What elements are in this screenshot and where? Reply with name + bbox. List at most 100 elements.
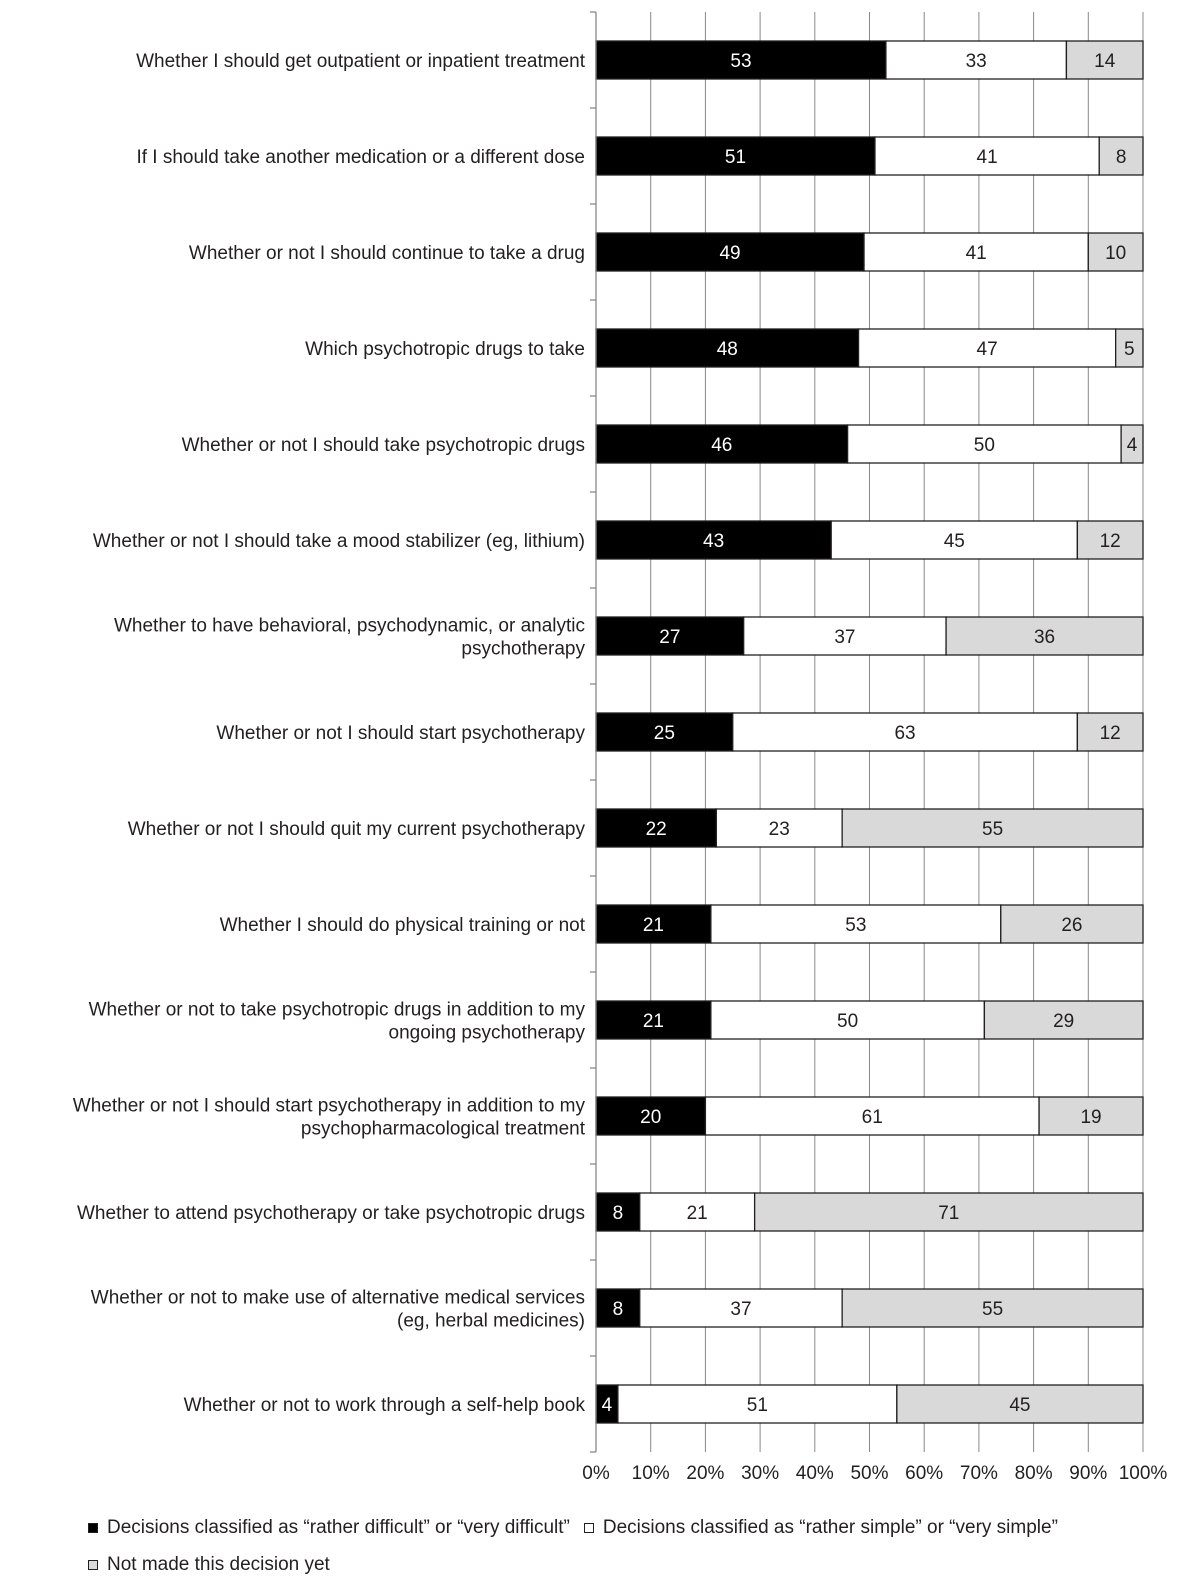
legend-swatch-not-made <box>88 1560 98 1570</box>
bar-segment-1 <box>595 424 849 464</box>
data-label: 8 <box>613 1203 624 1224</box>
category-label: Whether or not I should quit my current … <box>128 819 586 840</box>
bar-segment-1 <box>595 328 860 368</box>
legend-item-difficult: Decisions classified as “rather difficul… <box>88 1517 570 1539</box>
data-label: 29 <box>1053 1011 1074 1032</box>
bar-segment-3 <box>1076 712 1144 752</box>
data-label: 45 <box>944 531 965 552</box>
legend-item-simple: Decisions classified as “rather simple” … <box>583 1517 1058 1539</box>
legend: Decisions classified as “rather difficul… <box>88 1516 1188 1577</box>
category-label: Whether I should get outpatient or inpat… <box>136 51 586 72</box>
data-label: 4 <box>1127 435 1138 456</box>
data-label: 50 <box>974 435 995 456</box>
bar-segment-2 <box>704 1096 1040 1136</box>
data-label: 27 <box>659 627 680 648</box>
bar-segment-3 <box>1115 328 1144 368</box>
data-label: 8 <box>613 1299 624 1320</box>
bar-segment-3 <box>1065 40 1144 80</box>
category-label: (eg, herbal medicines) <box>397 1311 585 1332</box>
bar-segment-2 <box>639 1192 756 1232</box>
data-label: 14 <box>1094 51 1116 72</box>
data-label: 12 <box>1100 723 1121 744</box>
data-label: 21 <box>643 1011 664 1032</box>
bar-segment-2 <box>885 40 1068 80</box>
x-tick-label: 50% <box>850 1463 888 1484</box>
bar-segment-3 <box>1076 520 1144 560</box>
legend-swatch-difficult <box>88 1523 98 1533</box>
data-label: 4 <box>602 1395 613 1416</box>
bar-segment-3 <box>896 1384 1144 1424</box>
data-label: 55 <box>982 1299 1003 1320</box>
bar-segment-2 <box>874 136 1100 176</box>
bar-segment-3 <box>1038 1096 1144 1136</box>
bar-segment-1 <box>595 232 865 272</box>
bar-segment-1 <box>595 808 717 848</box>
data-label: 23 <box>769 819 790 840</box>
data-label: 63 <box>894 723 915 744</box>
bar-segment-2 <box>617 1384 898 1424</box>
category-label: Whether or not to take psychotropic drug… <box>89 1000 586 1021</box>
bar-segment-2 <box>846 424 1122 464</box>
x-tick-label: 40% <box>796 1463 834 1484</box>
category-label: Whether to have behavioral, psychodynami… <box>114 616 585 637</box>
bar-segment-2 <box>715 808 843 848</box>
category-label: Which psychotropic drugs to take <box>305 339 585 360</box>
bar-segment-3 <box>945 616 1144 656</box>
data-label: 53 <box>845 915 866 936</box>
bars <box>595 40 1144 1424</box>
data-label: 48 <box>717 339 738 360</box>
bar-segment-3 <box>841 1288 1144 1328</box>
bar-segment-3 <box>1120 424 1144 464</box>
data-label: 25 <box>654 723 675 744</box>
bar-segment-2 <box>710 1000 986 1040</box>
category-label: psychopharmacological treatment <box>301 1119 586 1140</box>
data-label: 71 <box>938 1203 959 1224</box>
data-label: 61 <box>862 1107 883 1128</box>
category-label: Whether or not I should take psychotropi… <box>182 435 585 456</box>
bar-segment-1 <box>595 616 745 656</box>
data-label: 55 <box>982 819 1003 840</box>
data-label: 37 <box>730 1299 751 1320</box>
bar-segment-3 <box>983 1000 1144 1040</box>
bar-segment-3 <box>1098 136 1144 176</box>
x-tick-label: 80% <box>1015 1463 1053 1484</box>
bar-segment-2 <box>857 328 1117 368</box>
bar-segment-3 <box>841 808 1144 848</box>
bar-segment-2 <box>743 616 947 656</box>
bar-segment-1 <box>595 1096 707 1136</box>
data-label: 26 <box>1061 915 1082 936</box>
x-tick-label: 90% <box>1069 1463 1107 1484</box>
category-label: Whether or not I should take a mood stab… <box>93 531 585 552</box>
legend-item-not-made: Not made this decision yet <box>88 1554 330 1576</box>
category-label: Whether or not I should continue to take… <box>189 243 585 264</box>
legend-label-simple: Decisions classified as “rather simple” … <box>602 1517 1058 1538</box>
x-axis-tick-labels: 0% 10% 20% 30% 40% 50% 60% 70% 80% 90% 100% <box>582 1463 1167 1484</box>
data-label: 33 <box>966 51 987 72</box>
data-label: 19 <box>1080 1107 1101 1128</box>
data-label: 49 <box>719 243 740 264</box>
data-label: 41 <box>966 243 987 264</box>
x-tick-label: 100% <box>1119 1463 1168 1484</box>
category-label: Whether or not I should start psychother… <box>73 1096 586 1117</box>
bar-segment-2 <box>863 232 1089 272</box>
data-label: 51 <box>747 1395 768 1416</box>
category-label: ongoing psychotherapy <box>389 1023 586 1044</box>
bar-segment-3 <box>753 1192 1144 1232</box>
data-label: 5 <box>1124 339 1135 360</box>
data-label: 21 <box>687 1203 708 1224</box>
category-label: If I should take another medication or a… <box>136 147 585 168</box>
data-label: 45 <box>1009 1395 1030 1416</box>
bar-segment-2 <box>639 1288 843 1328</box>
data-label: 10 <box>1105 243 1126 264</box>
data-label: 22 <box>646 819 667 840</box>
bar-segment-2 <box>830 520 1079 560</box>
x-tick-label: 70% <box>960 1463 998 1484</box>
data-label: 8 <box>1116 147 1127 168</box>
category-label: Whether to attend psychotherapy or take … <box>77 1203 585 1224</box>
category-label: psychotherapy <box>461 639 585 660</box>
bar-segment-3 <box>1087 232 1144 272</box>
x-tick-label: 10% <box>632 1463 670 1484</box>
data-label: 36 <box>1034 627 1055 648</box>
data-label: 51 <box>725 147 746 168</box>
